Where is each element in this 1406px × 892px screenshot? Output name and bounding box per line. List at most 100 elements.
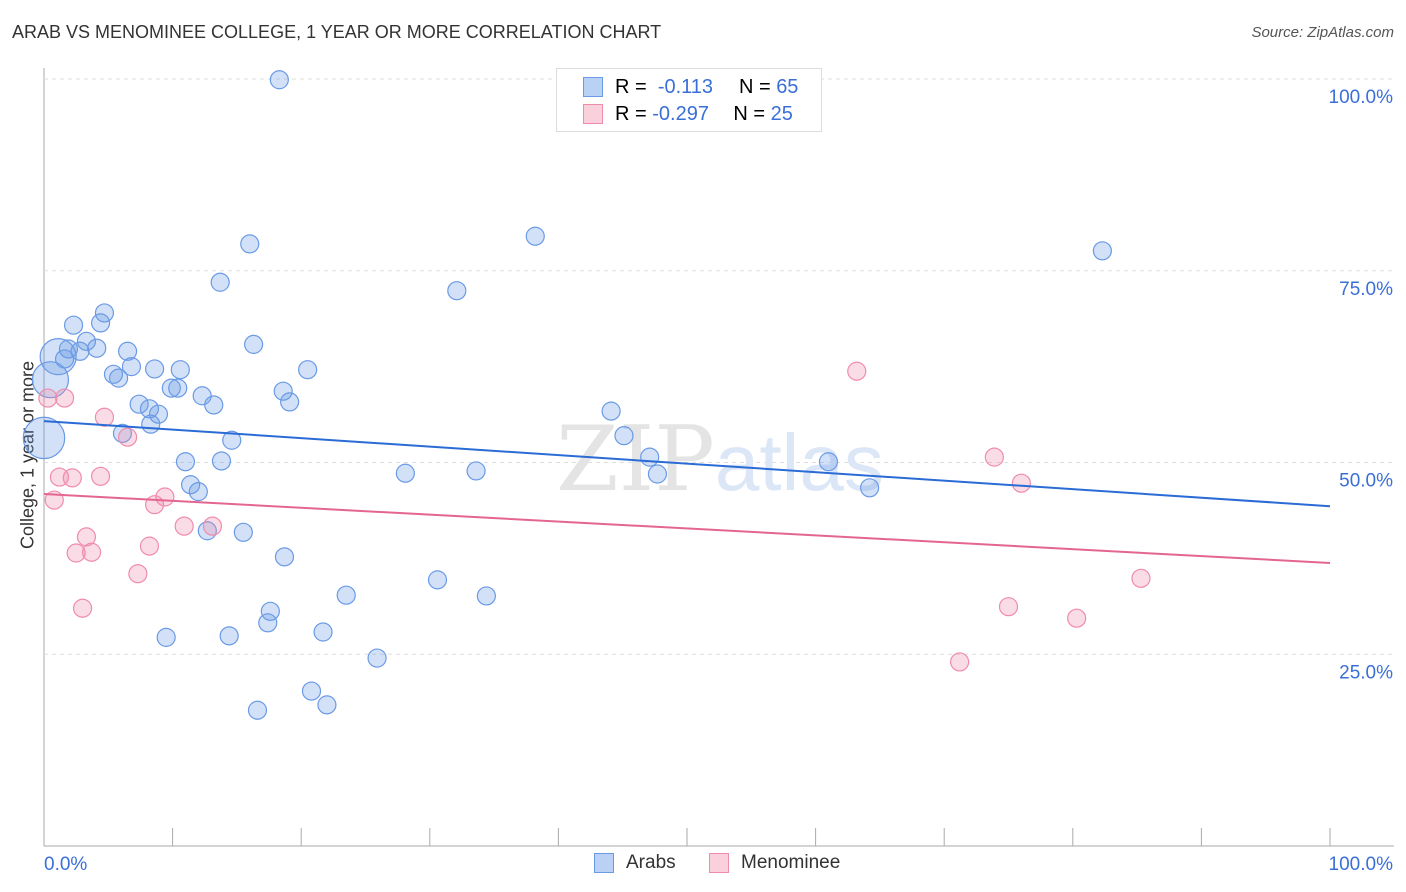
point-arabs [317,695,337,715]
legend-row-arabs: R = -0.113 N = 65 [583,74,798,100]
y-tick-label: 50.0% [1339,471,1393,492]
point-menominee [1011,473,1031,493]
trend-line-menominee [43,492,1331,564]
r-value: -0.297 [652,102,709,125]
point-menominee [76,527,97,547]
point-arabs [219,626,239,646]
point-menominee [950,652,970,672]
point-menominee [117,427,138,447]
point-arabs [129,394,149,414]
point-arabs [525,226,545,246]
n-value: 25 [770,102,793,125]
point-arabs [269,70,289,90]
trend-line-arabs [43,420,1331,508]
point-menominee [62,468,82,488]
point-arabs [313,622,333,642]
point-arabs [188,482,208,502]
point-arabs [640,447,660,467]
point-arabs [367,648,387,668]
point-arabs [260,601,280,621]
point-arabs [94,303,115,323]
point-arabs [258,613,278,633]
point-arabs [244,334,264,354]
point-menominee [128,564,148,584]
n-label: N = [733,102,766,125]
point-menominee [998,597,1019,617]
point-arabs [336,585,356,605]
point-arabs [1092,241,1112,261]
point-arabs [395,463,415,483]
point-menominee [81,542,102,562]
point-menominee [144,495,165,515]
legend-row-menominee: R = -0.297 N = 25 [583,101,793,127]
watermark: ZIPatlas [556,407,884,512]
point-menominee [72,598,93,618]
point-arabs [274,547,295,567]
point-arabs [301,681,322,701]
point-arabs [818,452,839,472]
point-arabs [144,359,165,379]
legend-swatch-arabs [583,77,603,97]
point-arabs [39,338,77,376]
legend-swatch-menominee [583,104,603,124]
point-arabs [156,627,176,647]
point-menominee [66,543,86,563]
point-menominee [90,466,111,486]
point-arabs [181,475,201,495]
point-arabs [103,364,124,384]
point-arabs [76,331,97,351]
point-arabs [148,404,169,424]
point-arabs [647,464,668,484]
point-arabs [280,392,300,412]
x-tick-label: 100.0% [1329,854,1394,875]
y-tick-label: 25.0% [1339,662,1393,683]
point-menominee [202,516,223,536]
point-arabs [860,478,880,498]
point-arabs [108,368,129,388]
n-label: N = [738,75,771,98]
x-tick-label: 0.0% [44,854,87,875]
point-arabs [298,360,318,380]
bottom-legend-menominee: Menominee [709,852,840,874]
point-arabs [112,423,133,443]
legend-label: Menominee [741,852,841,873]
point-arabs [233,522,253,542]
point-arabs [70,341,90,361]
point-arabs [63,315,84,335]
n-value: 65 [776,75,799,98]
point-arabs [211,451,232,471]
r-label: R = [615,75,647,98]
point-arabs [427,570,448,590]
point-arabs [117,341,138,361]
point-arabs [247,700,268,720]
r-label: R = [615,102,647,125]
point-menominee [1067,608,1087,628]
point-arabs [139,399,160,419]
point-arabs [601,401,621,421]
point-arabs [222,430,242,450]
point-arabs [170,360,190,380]
point-arabs [87,338,107,358]
point-arabs [210,272,230,292]
point-arabs [161,378,181,398]
point-menominee [1131,568,1151,588]
point-arabs [22,416,66,460]
point-arabs [614,426,634,446]
chart-title: ARAB VS MENOMINEE COLLEGE, 1 YEAR OR MOR… [12,22,662,42]
point-menominee [38,388,58,408]
point-arabs [447,281,467,301]
point-arabs [466,461,486,481]
source-label: Source: ZipAtlas.com [1251,24,1394,41]
point-arabs [204,395,224,415]
point-arabs [31,361,70,399]
point-menominee [984,447,1004,467]
point-arabs [273,381,293,401]
point-arabs [175,452,196,472]
point-arabs [90,313,111,333]
point-arabs [168,378,188,398]
point-arabs [121,357,142,377]
legend: R = -0.113 N = 65 R = -0.297 N = 25 [556,68,822,132]
point-arabs [240,234,260,254]
